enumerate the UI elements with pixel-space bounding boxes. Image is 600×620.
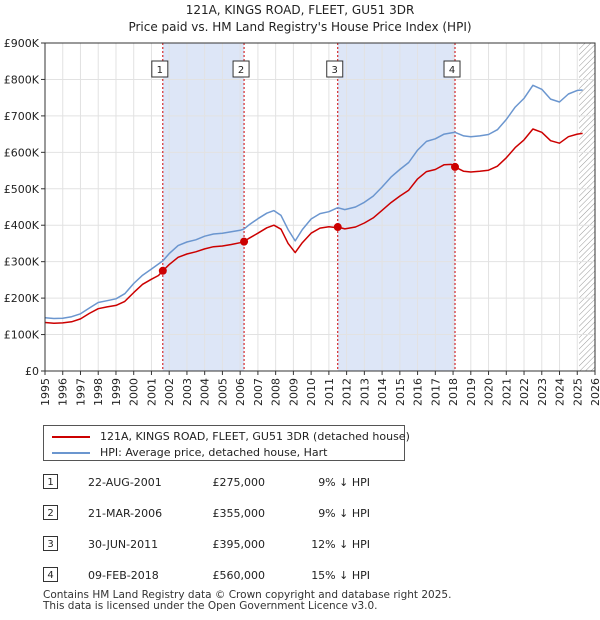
legend-swatch-hpi [52,452,90,454]
x-tick-label: 2022 [518,378,531,406]
chart-title: 121A, KINGS ROAD, FLEET, GU51 3DR [186,3,415,17]
x-tick-label: 2007 [252,378,265,406]
sale-markers [158,162,460,275]
sale-number-label: 1 [157,65,163,76]
sale-date: 09-FEB-2018 [88,569,159,582]
x-axis-ticks: 1995 1996 1997 1998 1999 2000 2001 2002 2003 2004… [39,371,600,406]
x-tick-label: 2010 [305,378,318,406]
sale-date: 22-AUG-2001 [88,476,162,489]
price-chart: 121A, KINGS ROAD, FLEET, GU51 3DR Price … [4,3,600,406]
x-tick-label: 2006 [234,378,247,406]
x-tick-label: 2012 [341,378,354,406]
x-tick-label: 2005 [216,378,229,406]
y-tick-label: £600K [4,146,40,159]
y-tick-label: £900K [4,37,40,50]
y-tick-label: £300K [4,256,40,269]
y-tick-label: £800K [4,73,40,86]
shaded-periods [162,43,456,371]
y-tick-label: £700K [4,110,40,123]
sale-number-label: 4 [449,65,455,76]
sale-price: £275,000 [212,476,266,489]
legend-swatch-property [52,436,90,438]
sale-point-marker [451,162,460,171]
property-price-line [44,128,583,325]
sale-date: 30-JUN-2011 [88,538,159,551]
sale-number-labels: 1 2 3 4 [151,60,461,78]
sale-number-box [326,60,344,78]
x-tick-label: 2000 [128,378,141,406]
sale-number-badge: 4 [43,567,58,582]
y-tick-label: £100K [4,329,40,342]
y-tick-label: £500K [4,183,40,196]
y-axis-ticks: £0 £100K £200K £300K £400K £500K £600K £700K £80… [4,37,45,378]
sale-row: 2 21-MAR-2006 £355,000 9% ↓ HPI [0,505,600,525]
x-tick-label: 2009 [287,378,300,406]
sale-number-badge: 3 [43,536,58,551]
x-tick-label: 2013 [358,378,371,406]
sale-point-marker [158,266,167,275]
x-tick-label: 2001 [145,378,158,406]
legend: 121A, KINGS ROAD, FLEET, GU51 3DR (detac… [43,425,410,461]
x-tick-label: 2025 [571,378,584,406]
y-tick-label: £0 [25,365,39,378]
sale-row: 4 09-FEB-2018 £560,000 15% ↓ HPI [0,567,600,587]
y-tick-label: £200K [4,292,40,305]
sale-hpi-diff: 12% ↓ HPI [311,538,370,551]
sale-number-box [232,60,250,78]
forecast-hatch [579,43,595,371]
sale-hpi-diff: 9% ↓ HPI [318,507,370,520]
legend-label-property: 121A, KINGS ROAD, FLEET, GU51 3DR (detac… [100,430,410,443]
x-tick-label: 2017 [429,378,442,406]
footer-line: Contains HM Land Registry data © Crown c… [43,589,452,601]
hpi-line [44,84,583,320]
x-tick-label: 2020 [483,378,496,406]
x-tick-label: 2023 [536,378,549,406]
forecast-hatch-area [579,43,595,371]
sale-number-badge: 1 [43,474,58,489]
x-tick-label: 2015 [394,378,407,406]
x-tick-label: 1998 [92,378,105,406]
sale-hpi-diff: 9% ↓ HPI [318,476,370,489]
sale-number-box [151,60,169,78]
legend-label-hpi: HPI: Average price, detached house, Hart [100,446,328,459]
x-tick-label: 1996 [57,378,70,406]
x-tick-label: 2018 [447,378,460,406]
x-tick-label: 2021 [500,378,513,406]
x-tick-label: 2026 [589,378,600,406]
x-tick-label: 2014 [376,378,389,406]
sale-number-box [443,60,461,78]
y-tick-label: £400K [4,219,40,232]
sale-row: 3 30-JUN-2011 £395,000 12% ↓ HPI [0,536,600,556]
sale-price: £355,000 [212,507,266,520]
x-tick-label: 2016 [412,378,425,406]
x-tick-label: 2011 [323,378,336,406]
x-tick-label: 1999 [110,378,123,406]
sale-price: £560,000 [212,569,266,582]
sale-row: 1 22-AUG-2001 £275,000 9% ↓ HPI [0,474,600,494]
sale-number-badge: 2 [43,505,58,520]
grid [44,42,596,372]
x-tick-label: 1997 [74,378,87,406]
shaded-period [162,43,245,371]
sale-number-label: 3 [332,65,338,76]
x-tick-label: 2004 [199,378,212,406]
sale-point-marker [333,223,342,232]
x-tick-label: 1995 [39,378,52,406]
chart-subtitle: Price paid vs. HM Land Registry's House … [128,20,471,34]
footer-attribution: Contains HM Land Registry data © Crown c… [43,590,451,612]
x-tick-label: 2024 [554,378,567,406]
footer-line: This data is licensed under the Open Gov… [43,600,378,612]
plot-border [44,42,596,372]
series-lines [44,84,583,325]
x-tick-label: 2002 [163,378,176,406]
sale-number-label: 2 [238,65,244,76]
x-tick-label: 2019 [465,378,478,406]
x-tick-label: 2008 [270,378,283,406]
sale-price: £395,000 [212,538,266,551]
sale-hpi-diff: 15% ↓ HPI [311,569,370,582]
x-tick-label: 2003 [181,378,194,406]
sale-point-marker [240,237,249,246]
sale-date: 21-MAR-2006 [88,507,163,520]
